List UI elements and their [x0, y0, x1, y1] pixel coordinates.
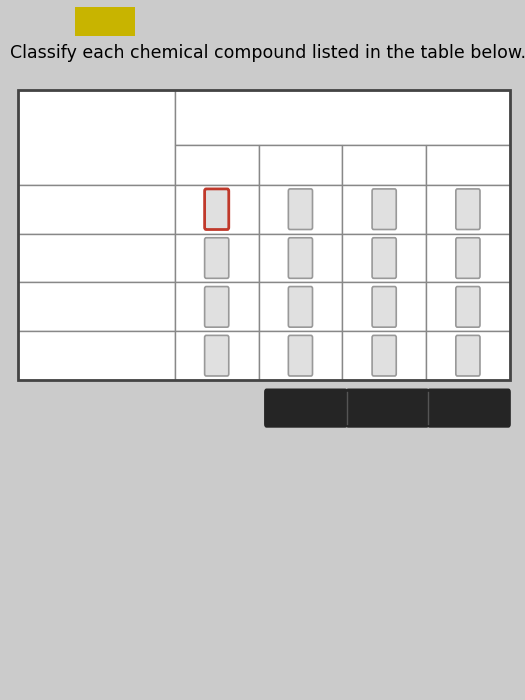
Text: acid: acid [367, 158, 401, 172]
Text: ?: ? [463, 398, 475, 418]
Text: HClO$\mathregular{_3}$: HClO$\mathregular{_3}$ [72, 346, 121, 365]
Text: HI: HI [88, 300, 105, 314]
Text: H$\mathregular{_3}$PO$\mathregular{_3}$: H$\mathregular{_3}$PO$\mathregular{_3}$ [71, 248, 121, 267]
Text: molecular: molecular [260, 158, 341, 172]
Text: Mg$\mathregular{(ClO_3)_2}$: Mg$\mathregular{(ClO_3)_2}$ [56, 199, 136, 218]
Text: compound: compound [54, 154, 139, 169]
Text: ▼: ▼ [100, 15, 110, 28]
Text: $\mathbf{type\ of\ compound}$ $\mathbf{\mathit{(check\ all\ that\ apply)}}$: $\mathbf{type\ of\ compound}$ $\mathbf{\… [181, 108, 503, 127]
Text: Classify each chemical compound listed in the table below.: Classify each chemical compound listed i… [10, 43, 525, 62]
Text: ionic: ionic [197, 158, 236, 172]
Text: ×: × [298, 398, 314, 418]
Text: base: base [448, 158, 488, 172]
Text: ↶: ↶ [379, 398, 396, 418]
